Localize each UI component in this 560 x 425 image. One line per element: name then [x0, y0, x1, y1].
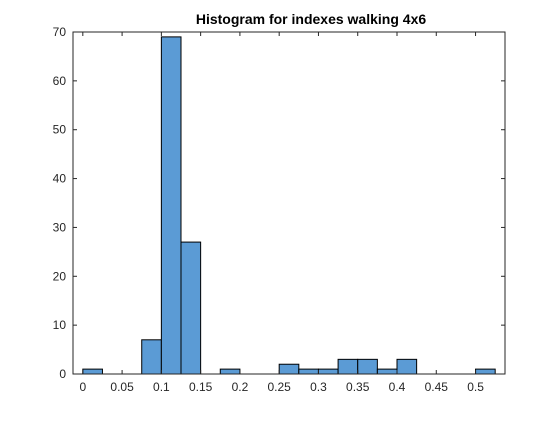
- x-tick-label: 0.05: [110, 380, 134, 394]
- histogram-bar: [160, 36, 182, 375]
- histogram-bar: [141, 339, 162, 375]
- histogram-bar: [180, 241, 202, 375]
- x-tick-label: 0.3: [310, 380, 327, 394]
- y-tick-label: 0: [59, 367, 66, 381]
- y-axis: 0 10 20 30 40 50 60 70: [53, 25, 505, 381]
- x-tick-label: 0.5: [467, 380, 484, 394]
- x-tick-label: 0.4: [389, 380, 406, 394]
- histogram-bar: [219, 368, 241, 375]
- y-tick-label: 30: [53, 220, 67, 234]
- y-tick-label: 70: [53, 25, 67, 39]
- x-tick-label: 0.1: [153, 380, 170, 394]
- y-tick-label: 60: [53, 74, 67, 88]
- histogram-bar: [278, 363, 300, 375]
- x-tick-label: 0.25: [268, 380, 292, 394]
- histogram-bar: [475, 368, 496, 375]
- y-tick-label: 20: [53, 269, 67, 283]
- x-tick-label: 0.35: [346, 380, 370, 394]
- histogram-bar: [337, 358, 359, 375]
- histogram-bar: [376, 368, 398, 375]
- y-tick-label: 40: [53, 172, 67, 186]
- histogram-bar: [357, 358, 378, 375]
- x-tick-label: 0.15: [189, 380, 213, 394]
- histogram-bar: [82, 368, 103, 375]
- y-tick-label: 10: [53, 318, 67, 332]
- plot-area-box: [72, 31, 506, 375]
- histogram-bar: [317, 368, 339, 375]
- x-axis: 0 0.05 0.1 0.15 0.2 0.25 0.3 0.35 0.4 0.45 0.5: [79, 32, 484, 394]
- histogram-bar: [396, 358, 418, 375]
- y-tick-label: 50: [53, 123, 67, 137]
- histogram-bar: [298, 368, 319, 375]
- x-tick-label: 0.45: [425, 380, 449, 394]
- chart-title: Histogram for indexes walking 4x6: [196, 11, 427, 27]
- bars-group: [82, 36, 496, 375]
- x-tick-label: 0: [79, 380, 86, 394]
- x-tick-label: 0.2: [232, 380, 249, 394]
